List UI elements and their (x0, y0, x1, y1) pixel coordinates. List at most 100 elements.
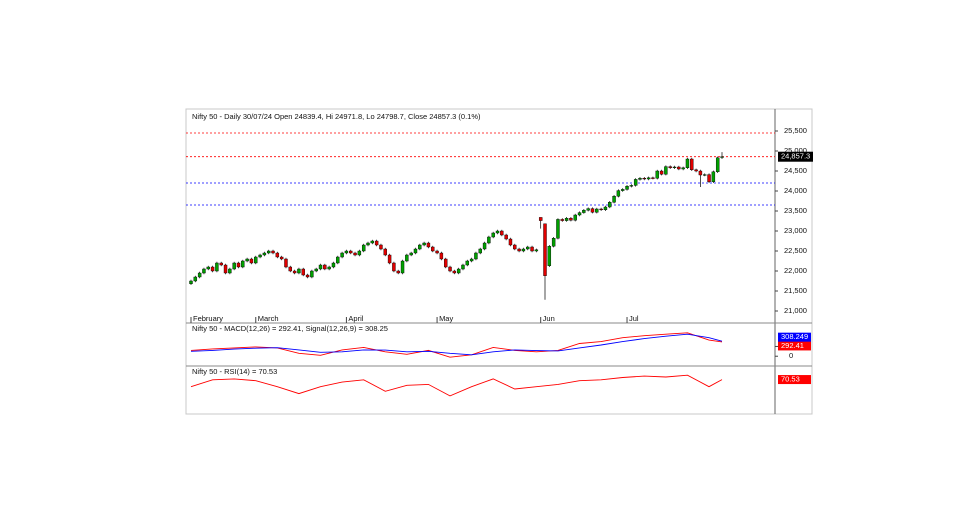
candle-body (336, 256, 340, 264)
candle-body (405, 254, 409, 262)
candle-body (530, 246, 534, 252)
x-tick-label: May (439, 314, 453, 323)
candle-body (452, 270, 457, 274)
candle-body (538, 217, 543, 221)
candle-body (254, 256, 258, 264)
candle-body (327, 266, 331, 270)
candle-body (465, 260, 470, 266)
series-line (190, 374, 723, 397)
candle-body (292, 270, 297, 274)
x-tick-label: February (193, 314, 223, 323)
candle-body (344, 250, 349, 254)
candle-body (366, 242, 370, 246)
candle-body (409, 252, 413, 256)
end-value-label: 308.249 (781, 332, 808, 341)
candle-body (266, 250, 271, 254)
end-value-label: 292.41 (781, 341, 804, 350)
candle-body (569, 217, 573, 221)
candle-body (193, 276, 198, 282)
candle-body (590, 208, 595, 213)
candle-body (668, 166, 672, 169)
y-tick-label: 0 (789, 351, 793, 360)
price-title: Nifty 50 - Daily 30/07/24 Open 24839.4, … (192, 112, 481, 121)
end-value-box (778, 332, 811, 342)
candle-body (491, 232, 495, 238)
candle-body (478, 248, 482, 254)
y-tick-label: 22,000 (784, 266, 807, 275)
candle-body (620, 189, 625, 191)
candle-body (219, 262, 223, 266)
candle-body (439, 252, 444, 260)
candle-body (301, 268, 305, 276)
candle-body (456, 268, 461, 274)
candle-body (482, 242, 487, 250)
candle-body (228, 268, 232, 274)
candle-body (577, 212, 582, 216)
candle-body (543, 223, 547, 277)
candle-body (422, 242, 426, 246)
candle-body (349, 250, 353, 254)
end-value-box (778, 375, 811, 385)
candle-body (400, 260, 405, 274)
candle-body (633, 179, 638, 186)
candle-body (379, 244, 383, 250)
x-tick-label: March (258, 314, 279, 323)
candle-body (232, 262, 236, 270)
candle-body (664, 166, 668, 175)
candle-body (711, 171, 716, 183)
x-tick-label: April (348, 314, 363, 323)
candle-body (599, 208, 603, 211)
macd-title: Nifty 50 - MACD(12,26) = 292.41, Signal(… (192, 324, 388, 333)
candle-body (202, 268, 206, 274)
candle-body (612, 195, 616, 203)
candle-body (236, 262, 241, 268)
y-tick-label: 22,500 (784, 246, 807, 255)
candle-body (573, 214, 577, 221)
y-tick-label: 23,500 (784, 206, 807, 215)
x-tick-label: Jul (629, 314, 639, 323)
candle-body (517, 248, 521, 252)
candle-body (258, 254, 262, 258)
candle-body (396, 270, 400, 274)
candle-body (487, 236, 491, 244)
y-tick-label: 24,000 (784, 186, 807, 195)
candle-body (625, 185, 629, 190)
candle-body (370, 240, 375, 244)
candle-body (638, 177, 642, 180)
candle-body (655, 170, 659, 179)
candle-body (694, 169, 698, 172)
candle-body (586, 208, 590, 211)
rsi-title: Nifty 50 - RSI(14) = 70.53 (192, 367, 277, 376)
candle-body (461, 264, 465, 270)
x-tick-label: Jun (543, 314, 555, 323)
candle-body (681, 167, 685, 170)
candle-body (564, 217, 569, 221)
candle-body (720, 156, 724, 158)
candle-body (526, 246, 530, 250)
candle-body (500, 230, 504, 236)
candle-body (206, 266, 210, 270)
candle-body (275, 252, 280, 258)
candle-body (672, 166, 677, 169)
candle-body (223, 264, 228, 274)
candle-body (513, 244, 517, 250)
chart-frame (185, 108, 813, 415)
candle-body (715, 157, 720, 173)
candle-body (685, 158, 690, 169)
candle-body (318, 264, 323, 270)
candle-body (504, 234, 508, 240)
candle-body (361, 244, 366, 252)
candle-body (392, 262, 396, 272)
candle-body (271, 250, 275, 254)
candle-body (659, 170, 664, 175)
candle-body (435, 250, 439, 254)
candle-body (495, 230, 500, 234)
candle-body (551, 237, 556, 247)
candle-body (340, 252, 344, 258)
candle-body (690, 158, 694, 171)
candle-body (448, 266, 452, 272)
candle-body (279, 256, 284, 260)
candle-body (331, 262, 336, 268)
y-tick-label: 23,000 (784, 226, 807, 235)
